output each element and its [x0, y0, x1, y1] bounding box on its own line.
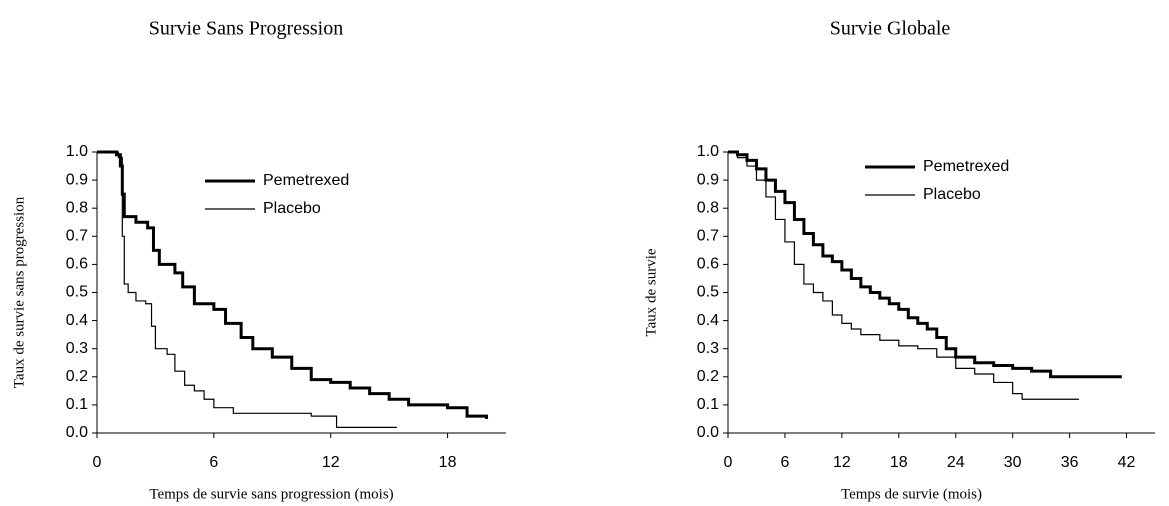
y-tick-label: 0.4 — [697, 312, 719, 329]
y-tick-label: 0.5 — [697, 284, 719, 301]
y-tick-label: 0.6 — [697, 256, 719, 273]
x-axis-label: Temps de survie (mois) — [841, 486, 982, 502]
legend-label: Placebo — [923, 186, 981, 203]
y-tick-label: 0.0 — [697, 424, 719, 441]
y-tick-label: 0.4 — [66, 312, 88, 329]
survival-curve — [728, 151, 1080, 400]
x-tick-label: 6 — [209, 454, 218, 471]
x-tick-label: 12 — [833, 454, 851, 471]
survival-curve — [728, 150, 1122, 379]
y-axis-label: Taux de survie sans progression — [11, 196, 27, 388]
x-tick-label: 36 — [1061, 454, 1079, 471]
y-tick-label: 0.2 — [66, 368, 88, 385]
legend-label: Pemetrexed — [923, 158, 1009, 175]
x-tick-label: 18 — [439, 454, 457, 471]
y-tick-label: 0.3 — [66, 340, 88, 357]
y-tick-label: 0.3 — [697, 340, 719, 357]
survival-curve — [97, 150, 489, 419]
y-tick-label: 0.2 — [697, 368, 719, 385]
legend-label: Placebo — [263, 200, 321, 217]
y-tick-label: 0.7 — [697, 228, 719, 245]
y-tick-label: 0.7 — [66, 228, 88, 245]
chart-title: Survie Sans Progression — [149, 18, 343, 40]
x-tick-label: 18 — [890, 454, 908, 471]
x-tick-label: 6 — [780, 454, 789, 471]
y-tick-label: 1.0 — [697, 143, 719, 160]
y-tick-label: 0.0 — [66, 424, 88, 441]
legend-label: Pemetrexed — [263, 172, 349, 189]
y-tick-label: 0.5 — [66, 284, 88, 301]
y-tick-label: 0.8 — [66, 199, 88, 216]
y-tick-label: 0.6 — [66, 256, 88, 273]
y-tick-label: 0.1 — [697, 396, 719, 413]
y-tick-label: 0.9 — [697, 171, 719, 188]
y-tick-label: 0.8 — [697, 199, 719, 216]
x-axis-label: Temps de survie sans progression (mois) — [149, 486, 393, 502]
x-tick-label: 30 — [1004, 454, 1022, 471]
y-axis-label: Taux de survie — [643, 248, 659, 336]
x-tick-label: 0 — [724, 454, 733, 471]
y-tick-label: 1.0 — [66, 143, 88, 160]
chart-title: Survie Globale — [830, 18, 951, 40]
y-tick-label: 0.9 — [66, 171, 88, 188]
x-tick-label: 42 — [1118, 454, 1136, 471]
x-tick-label: 24 — [947, 454, 965, 471]
y-tick-label: 0.1 — [66, 396, 88, 413]
x-tick-label: 12 — [322, 454, 340, 471]
x-tick-label: 0 — [93, 454, 102, 471]
survival-curve — [97, 151, 397, 428]
